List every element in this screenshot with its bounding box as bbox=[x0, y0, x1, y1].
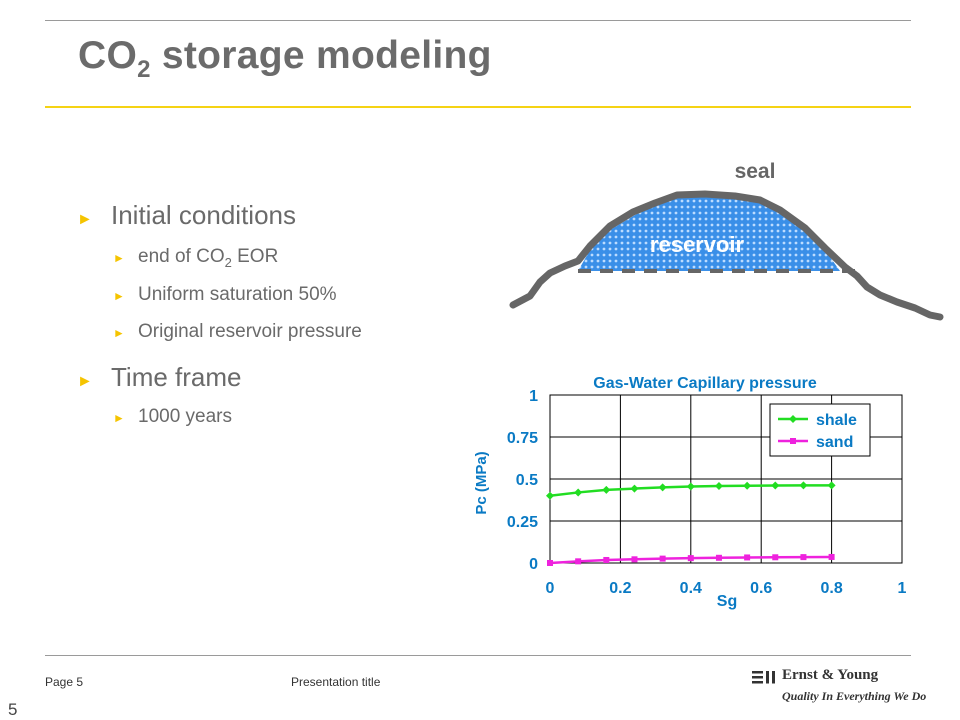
capillary-pressure-chart: Gas-Water Capillary pressure Pc (MPa) Sg… bbox=[473, 375, 907, 610]
x-tick-label: 1 bbox=[898, 580, 907, 597]
y-tick-label: 1 bbox=[529, 388, 538, 405]
slide-number: 5 bbox=[8, 700, 18, 719]
sub-bullet-years: ► 1000 years bbox=[113, 406, 233, 427]
ernst-young-logo: Ernst & Young Quality In Everything We D… bbox=[752, 667, 926, 711]
data-point-shale bbox=[546, 491, 554, 500]
footer-presentation-title: Presentation title bbox=[291, 675, 381, 689]
x-tick-label: 0.2 bbox=[609, 580, 631, 597]
y-tick-label: 0.25 bbox=[507, 514, 538, 531]
legend-label-shale: shale bbox=[816, 412, 857, 429]
bullet-time-frame: ► Time frame bbox=[77, 362, 242, 392]
data-point-shale bbox=[602, 485, 611, 494]
reservoir-label: reservoir bbox=[650, 232, 745, 257]
y-tick-label: 0.75 bbox=[507, 430, 538, 447]
x-tick-label: 0.6 bbox=[750, 580, 772, 597]
reservoir-fill bbox=[578, 195, 840, 271]
chart-y-axis-label: Pc (MPa) bbox=[473, 451, 490, 514]
sub-bullet-pressure: ► Original reservoir pressure bbox=[113, 321, 362, 342]
y-tick-label: 0 bbox=[529, 556, 538, 573]
data-point-shale bbox=[827, 481, 836, 490]
seal-label: seal bbox=[735, 160, 776, 183]
data-point-sand bbox=[715, 554, 722, 561]
data-point-sand bbox=[828, 553, 835, 560]
top-rule bbox=[45, 20, 911, 21]
title-underline bbox=[45, 106, 911, 108]
y-tick-label: 0.5 bbox=[516, 472, 538, 489]
data-point-sand bbox=[772, 554, 779, 561]
legend-label-sand: sand bbox=[816, 434, 853, 451]
bullet-arrow-icon: ► bbox=[113, 411, 125, 425]
data-point-shale bbox=[799, 481, 808, 490]
bullet-arrow-icon: ► bbox=[113, 289, 125, 303]
data-point-sand bbox=[603, 556, 610, 563]
data-point-shale bbox=[574, 488, 583, 497]
data-point-shale bbox=[686, 482, 695, 491]
logo-tagline: Quality In Everything We Do bbox=[782, 689, 927, 703]
data-point-shale bbox=[658, 483, 667, 492]
slide-title: CO2 storage modeling bbox=[78, 34, 492, 83]
bullet-arrow-icon: ► bbox=[77, 211, 93, 228]
data-point-shale bbox=[714, 482, 723, 491]
x-tick-label: 0 bbox=[546, 580, 555, 597]
data-point-sand bbox=[631, 556, 638, 563]
sub-bullet-saturation: ► Uniform saturation 50% bbox=[113, 284, 337, 305]
seal-outline bbox=[509, 190, 944, 321]
bullet-arrow-icon: ► bbox=[77, 373, 93, 390]
data-point-sand bbox=[800, 554, 807, 561]
footer-page: Page 5 bbox=[45, 675, 84, 689]
x-tick-label: 0.8 bbox=[820, 580, 842, 597]
footer-rule bbox=[45, 655, 911, 656]
chart-legend bbox=[769, 403, 871, 457]
data-point-shale bbox=[630, 484, 639, 493]
reservoir-diagram: seal reservoir bbox=[509, 160, 944, 321]
data-point-sand bbox=[575, 558, 582, 565]
logo-name: Ernst & Young bbox=[782, 667, 879, 683]
data-point-sand bbox=[744, 554, 751, 561]
chart-title: Gas-Water Capillary pressure bbox=[593, 375, 817, 392]
data-point-sand bbox=[547, 560, 553, 566]
chart-x-axis-label: Sg bbox=[717, 593, 737, 610]
sub-bullet-eor: ► end of CO2 EOR bbox=[113, 246, 279, 270]
data-point-sand bbox=[659, 555, 666, 562]
data-point-shale bbox=[771, 481, 780, 490]
bullet-initial-conditions: ► Initial conditions bbox=[77, 200, 296, 230]
legend-marker-shale bbox=[789, 415, 797, 423]
bullet-arrow-icon: ► bbox=[113, 251, 125, 265]
legend-marker-sand bbox=[790, 438, 796, 444]
x-tick-label: 0.4 bbox=[680, 580, 702, 597]
data-point-sand bbox=[687, 555, 694, 562]
data-point-shale bbox=[743, 481, 752, 490]
ey-mark-icon bbox=[752, 671, 775, 684]
bullet-arrow-icon: ► bbox=[113, 326, 125, 340]
